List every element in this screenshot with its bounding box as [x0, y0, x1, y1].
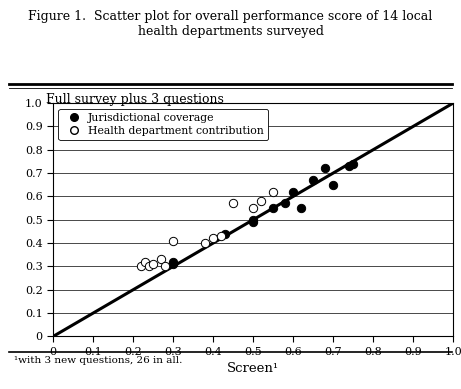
Point [137, 263, 145, 270]
Point [330, 182, 337, 188]
Point [142, 259, 149, 265]
X-axis label: Screen¹: Screen¹ [227, 363, 279, 375]
Legend: Jurisdictional coverage, Health department contribution: Jurisdictional coverage, Health departme… [59, 109, 268, 140]
Point [345, 163, 353, 169]
Point [145, 263, 153, 270]
Point [221, 231, 229, 237]
Point [201, 240, 209, 246]
Point [169, 261, 177, 267]
Point [249, 217, 257, 223]
Point [349, 161, 357, 167]
Point [297, 205, 305, 211]
Text: Full survey plus 3 questions: Full survey plus 3 questions [46, 93, 224, 106]
Point [157, 256, 165, 263]
Point [321, 165, 329, 172]
Point [249, 219, 257, 225]
Point [218, 233, 225, 239]
Point [290, 189, 297, 195]
Point [309, 177, 317, 183]
Point [249, 205, 257, 211]
Point [281, 200, 289, 207]
Point [169, 259, 177, 265]
Point [149, 261, 157, 267]
Point [209, 235, 217, 242]
Point [269, 205, 277, 211]
Point [169, 238, 177, 244]
Point [257, 198, 265, 204]
Point [269, 189, 277, 195]
Point [230, 200, 237, 207]
Text: ¹with 3 new questions, 26 in all.: ¹with 3 new questions, 26 in all. [14, 356, 182, 365]
Point [161, 263, 169, 270]
Text: Figure 1.  Scatter plot for overall performance score of 14 local
health departm: Figure 1. Scatter plot for overall perfo… [29, 10, 432, 38]
